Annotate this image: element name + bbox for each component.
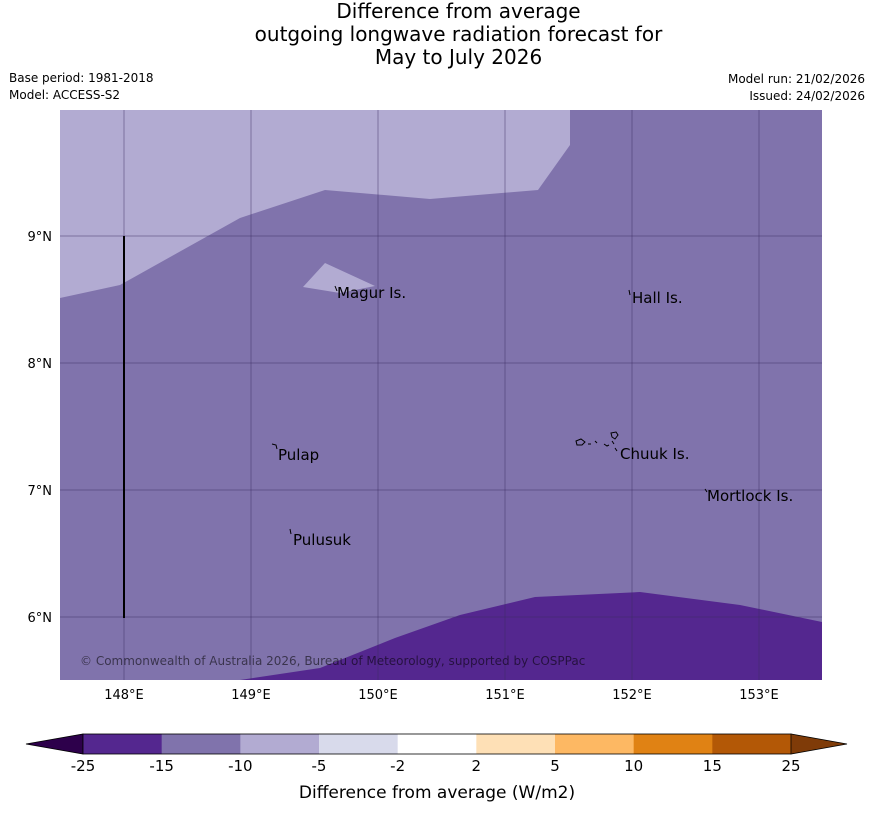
place-label-chuuk: Chuuk Is. bbox=[620, 445, 689, 463]
colorbar-segment bbox=[83, 734, 163, 754]
island-chuuk bbox=[575, 431, 619, 452]
place-labels: Magur Is. Hall Is. Pulap Chuuk Is. Mortl… bbox=[278, 284, 793, 549]
place-label-hall: Hall Is. bbox=[632, 289, 683, 307]
colorbar-tick-labels: -25 -15 -10 -5 -2 2 5 10 15 25 bbox=[71, 757, 801, 775]
lat-axis: 9°N 8°N 7°N 6°N bbox=[28, 230, 53, 626]
island-pulusuk bbox=[289, 528, 292, 535]
shade-band-minus10-minus5 bbox=[60, 110, 570, 298]
issued-date: Issued: 24/02/2026 bbox=[749, 89, 865, 103]
island-mortlock bbox=[704, 488, 708, 493]
copyright-notice: © Commonwealth of Australia 2026, Bureau… bbox=[80, 654, 585, 668]
lon-label-150e: 150°E bbox=[358, 688, 398, 703]
lon-label-149e: 149°E bbox=[231, 688, 271, 703]
lon-axis: 148°E 149°E 150°E 151°E 152°E 153°E bbox=[104, 688, 779, 703]
place-label-pulap: Pulap bbox=[278, 446, 319, 464]
colorbar-segments bbox=[83, 734, 792, 754]
title-line-2: outgoing longwave radiation forecast for bbox=[254, 22, 663, 46]
chart-title: Difference from average outgoing longwav… bbox=[0, 0, 873, 69]
lat-label-9n: 9°N bbox=[28, 230, 53, 245]
colorbar-segment bbox=[161, 734, 241, 754]
colorbar-segment bbox=[555, 734, 635, 754]
colorbar-tick-label: -5 bbox=[312, 757, 327, 775]
lon-label-153e: 153°E bbox=[739, 688, 779, 703]
shade-band-minus25-minus15 bbox=[240, 592, 822, 680]
meta-right: Model run: 21/02/2026 Issued: 24/02/2026 bbox=[728, 71, 865, 105]
island-pulap bbox=[271, 443, 278, 450]
colorbar-tick-label: -25 bbox=[71, 757, 96, 775]
colorbar-segment bbox=[397, 734, 477, 754]
colorbar-segment bbox=[240, 734, 320, 754]
colorbar-under-arrow bbox=[25, 733, 84, 755]
lat-label-8n: 8°N bbox=[28, 357, 53, 372]
colorbar-over-arrow bbox=[790, 733, 848, 755]
lat-label-7n: 7°N bbox=[28, 484, 53, 499]
place-label-mortlock: Mortlock Is. bbox=[707, 487, 793, 505]
shade-band-minus10-minus5-patch bbox=[303, 263, 375, 293]
colorbar-tick-label: 10 bbox=[624, 757, 643, 775]
base-period: Base period: 1981-2018 bbox=[9, 71, 154, 85]
island-magur bbox=[334, 285, 338, 292]
colorbar-frame bbox=[82, 733, 792, 755]
lon-label-152e: 152°E bbox=[612, 688, 652, 703]
model-name: Model: ACCESS-S2 bbox=[9, 88, 121, 102]
colorbar-tick-label: 2 bbox=[472, 757, 482, 775]
map-area: Magur Is. Hall Is. Pulap Chuuk Is. Mortl… bbox=[60, 110, 822, 680]
colorbar-label: Difference from average (W/m2) bbox=[299, 783, 575, 803]
colorbar-tick-label: 5 bbox=[550, 757, 560, 775]
colorbar-tick-label: 15 bbox=[703, 757, 722, 775]
gridlines bbox=[60, 110, 822, 680]
lon-label-148e: 148°E bbox=[104, 688, 144, 703]
place-label-magur: Magur Is. bbox=[337, 284, 406, 302]
lon-label-151e: 151°E bbox=[485, 688, 525, 703]
colorbar-tick-label: -15 bbox=[149, 757, 174, 775]
colorbar-tick-label: -10 bbox=[228, 757, 253, 775]
title-line-3: May to July 2026 bbox=[374, 45, 543, 69]
colorbar-tick-label: -2 bbox=[390, 757, 405, 775]
island-outlines bbox=[271, 285, 708, 535]
colorbar-segment bbox=[319, 734, 399, 754]
colorbar-tick-label: 25 bbox=[781, 757, 800, 775]
lat-label-6n: 6°N bbox=[28, 611, 53, 626]
colorbar-segment bbox=[712, 734, 792, 754]
colorbar: -25 -15 -10 -5 -2 2 5 10 15 25 Difference from av… bbox=[25, 733, 848, 803]
colorbar-segment bbox=[633, 734, 713, 754]
model-run: Model run: 21/02/2026 bbox=[727, 72, 865, 86]
meta-left: Base period: 1981-2018 Model: ACCESS-S2 bbox=[9, 70, 154, 104]
colorbar-segment bbox=[476, 734, 556, 754]
place-label-pulusuk: Pulusuk bbox=[293, 531, 351, 549]
island-hall bbox=[628, 289, 631, 296]
title-line-1: Difference from average bbox=[336, 0, 581, 23]
